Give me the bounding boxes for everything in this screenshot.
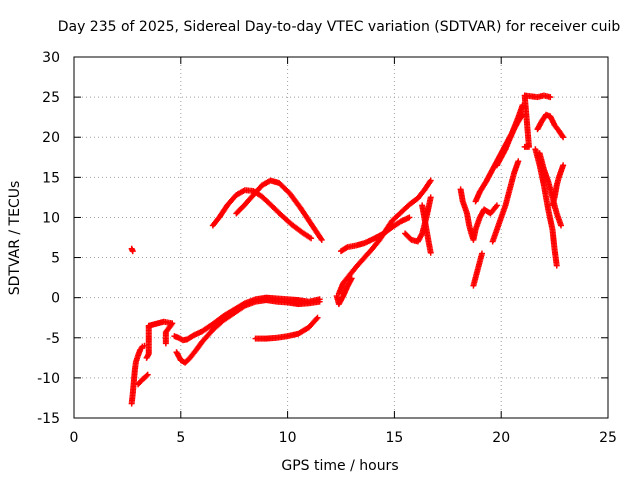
y-tick-label: 5 bbox=[51, 251, 60, 267]
data-point bbox=[478, 250, 485, 257]
data-point bbox=[308, 235, 315, 242]
x-tick-label: 0 bbox=[70, 430, 79, 446]
data-point bbox=[547, 94, 554, 101]
series-arc-12 bbox=[333, 275, 355, 308]
series-arc-10 bbox=[335, 177, 434, 297]
x-tick-label: 15 bbox=[385, 430, 403, 446]
series-arc-24 bbox=[549, 162, 567, 209]
series-arc-16 bbox=[470, 250, 485, 289]
y-tick-label: -5 bbox=[46, 331, 60, 347]
series-arc-6 bbox=[173, 297, 323, 366]
series-arc-8 bbox=[209, 187, 315, 242]
grid-lines bbox=[74, 57, 608, 418]
x-tick-label: 25 bbox=[599, 430, 617, 446]
y-tick-label: 0 bbox=[51, 291, 60, 307]
series-arc-15 bbox=[457, 186, 500, 243]
data-point bbox=[144, 371, 151, 378]
data-point bbox=[129, 248, 136, 255]
series-arc-2 bbox=[128, 342, 148, 407]
series-arc-23 bbox=[532, 146, 560, 269]
series-arc-3 bbox=[135, 371, 151, 388]
x-tick-label: 5 bbox=[176, 430, 185, 446]
series-arc-11 bbox=[338, 214, 413, 255]
series-arc-21 bbox=[534, 111, 567, 141]
series-arc-18 bbox=[489, 158, 522, 245]
data-point bbox=[162, 340, 169, 347]
series-arc-7 bbox=[252, 314, 321, 342]
data-point bbox=[427, 177, 434, 184]
data-point bbox=[313, 315, 320, 322]
series-arc-4 bbox=[143, 318, 176, 361]
y-axis-label: SDTVAR / TECUs bbox=[7, 181, 23, 296]
y-tick-label: 30 bbox=[42, 50, 60, 66]
data-point bbox=[493, 202, 500, 209]
data-point bbox=[406, 214, 413, 221]
y-tick-label: 15 bbox=[42, 170, 60, 186]
y-tick-label: 20 bbox=[42, 130, 60, 146]
data-point bbox=[143, 372, 150, 379]
x-tick-label: 10 bbox=[279, 430, 297, 446]
x-axis-label: GPS time / hours bbox=[281, 458, 398, 474]
y-tick-label: -15 bbox=[37, 411, 60, 427]
x-tick-label: 20 bbox=[492, 430, 510, 446]
series-arc-19 bbox=[493, 111, 526, 169]
axis-ticks: 0 5 10 15 20 25 -15 -10 -5 0 5 10 15 20 25 30 bbox=[37, 50, 617, 446]
data-point bbox=[348, 275, 355, 282]
chart-title: Day 235 of 2025, Sidereal Day-to-day VTE… bbox=[58, 19, 621, 35]
series-arc-20 bbox=[521, 92, 554, 150]
data-point bbox=[427, 194, 434, 201]
data-point bbox=[515, 158, 522, 165]
data-point bbox=[560, 162, 567, 169]
data-point bbox=[553, 262, 560, 269]
y-tick-label: 10 bbox=[42, 210, 60, 226]
data-points bbox=[128, 92, 567, 407]
data-point bbox=[427, 249, 434, 256]
series-arc-14 bbox=[419, 202, 434, 256]
data-point bbox=[318, 236, 325, 243]
data-point bbox=[316, 298, 323, 305]
data-point bbox=[560, 134, 567, 141]
data-point bbox=[314, 314, 321, 321]
plot-frame bbox=[73, 56, 609, 419]
data-point bbox=[558, 222, 565, 229]
y-tick-label: 25 bbox=[42, 90, 60, 106]
series-arc-1 bbox=[128, 245, 136, 255]
y-tick-label: -10 bbox=[37, 371, 60, 387]
series-arc-9 bbox=[233, 177, 325, 243]
